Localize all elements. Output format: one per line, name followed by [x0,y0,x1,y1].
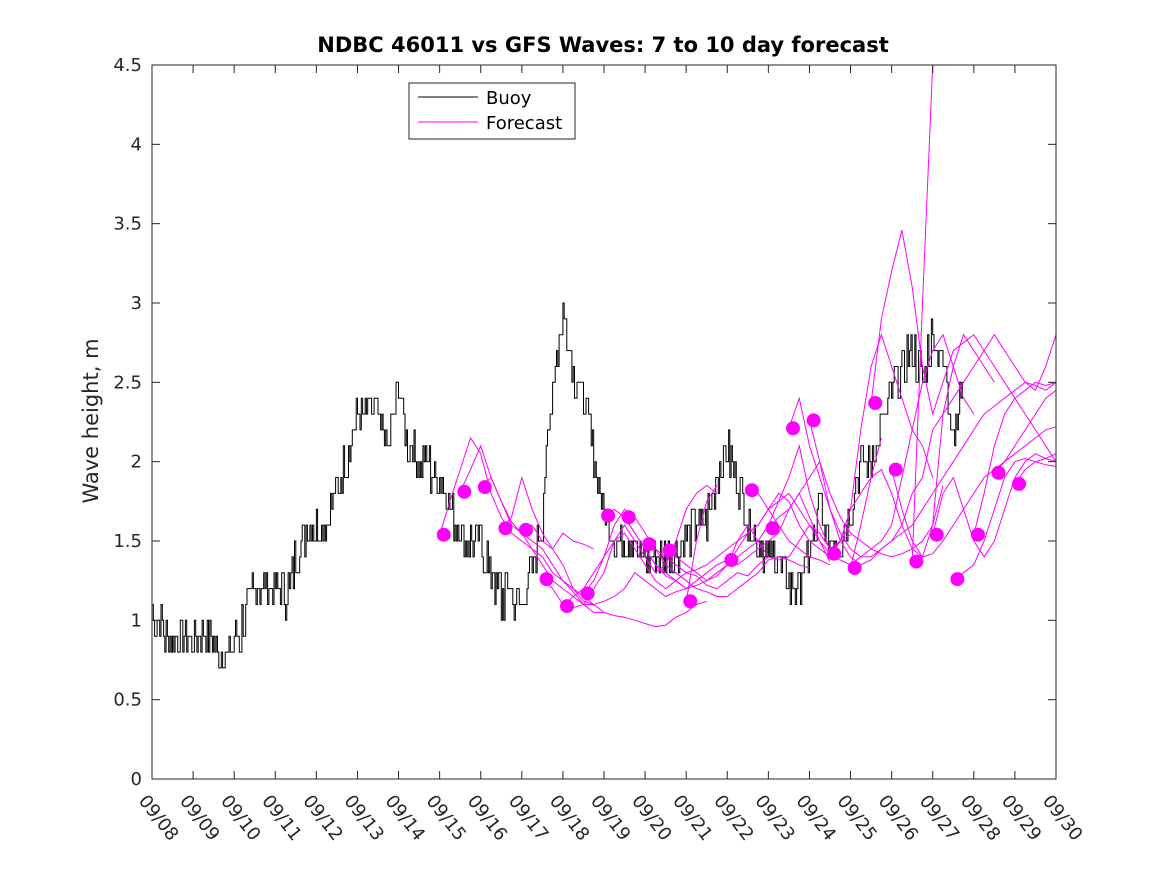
y-tick-label: 2 [131,452,142,473]
forecast-line [624,443,851,590]
forecast-line [665,333,934,582]
forecast-marker [642,537,657,552]
legend-buoy-label: Buoy [486,88,532,109]
forecast-marker [621,510,636,525]
forecast-line [644,492,851,574]
forecast-line [747,489,831,566]
forecast-marker [724,553,739,567]
forecast-line [439,436,595,605]
forecast-marker [601,508,616,523]
forecast-line [932,453,1057,558]
forecast-marker [786,421,800,436]
forecast-marker [580,586,595,601]
forecast-line [973,381,1057,535]
forecast-line [480,476,707,628]
forecast-marker [827,546,842,561]
forecast-marker [868,396,883,410]
y-tick-label: 0.5 [113,690,142,711]
forecast-line [809,420,944,558]
buoy-line [152,302,964,669]
marker-layer [436,396,1026,614]
forecast-line [562,532,769,607]
forecast-marker [436,527,451,542]
forecast-marker [662,543,677,558]
forecast-line [994,389,1057,474]
forecast-line [891,333,995,559]
forecast-line [685,485,718,602]
forecast-line [1014,453,1057,485]
forecast-marker [560,599,574,614]
chart-title: NDBC 46011 vs GFS Waves: 7 to 10 day for… [317,33,888,57]
forecast-marker [806,413,821,428]
y-tick-label: 3.5 [113,214,142,235]
y-tick-label: 0 [131,769,142,790]
forecast-marker [477,480,492,495]
legend-box [408,82,576,140]
forecast-line [459,444,605,613]
forecast-marker [970,527,985,542]
forecast-line [850,437,882,569]
forecast-marker [457,484,472,499]
y-tick-label: 1.5 [113,531,142,552]
y-axis-ticks: 0 0.5 1 1.5 2 2.5 3 3.5 4 4.5 [113,55,1056,790]
forecast-marker [744,483,759,498]
forecast-marker [847,561,862,575]
forecast-line [500,475,687,606]
y-tick-label: 4 [131,134,142,155]
forecast-marker [991,465,1006,480]
forecast-line [953,457,1057,580]
y-axis-label: Wave height, m [79,338,103,503]
forecast-line [829,426,1057,558]
forecast-marker [909,554,924,569]
y-tick-label: 4.5 [113,55,142,76]
forecast-marker [683,594,698,609]
legend-forecast-label: Forecast [486,113,562,134]
forecast-marker [1012,476,1026,491]
forecast-marker [950,572,965,587]
forecast-marker [498,521,513,536]
buoy-layer [152,302,964,669]
forecast-line [870,229,1057,462]
legend: Buoy Forecast [408,82,576,140]
forecast-marker [888,462,903,477]
y-tick-label: 3 [131,293,142,314]
plot-area [151,64,1057,780]
forecast-marker [518,522,533,537]
forecast-marker [539,572,554,587]
y-tick-label: 1 [131,610,142,631]
y-tick-label: 2.5 [113,372,142,393]
axes-background [152,65,1056,779]
forecast-line [521,524,594,550]
forecast-marker [765,521,780,536]
forecast-marker [929,527,944,542]
